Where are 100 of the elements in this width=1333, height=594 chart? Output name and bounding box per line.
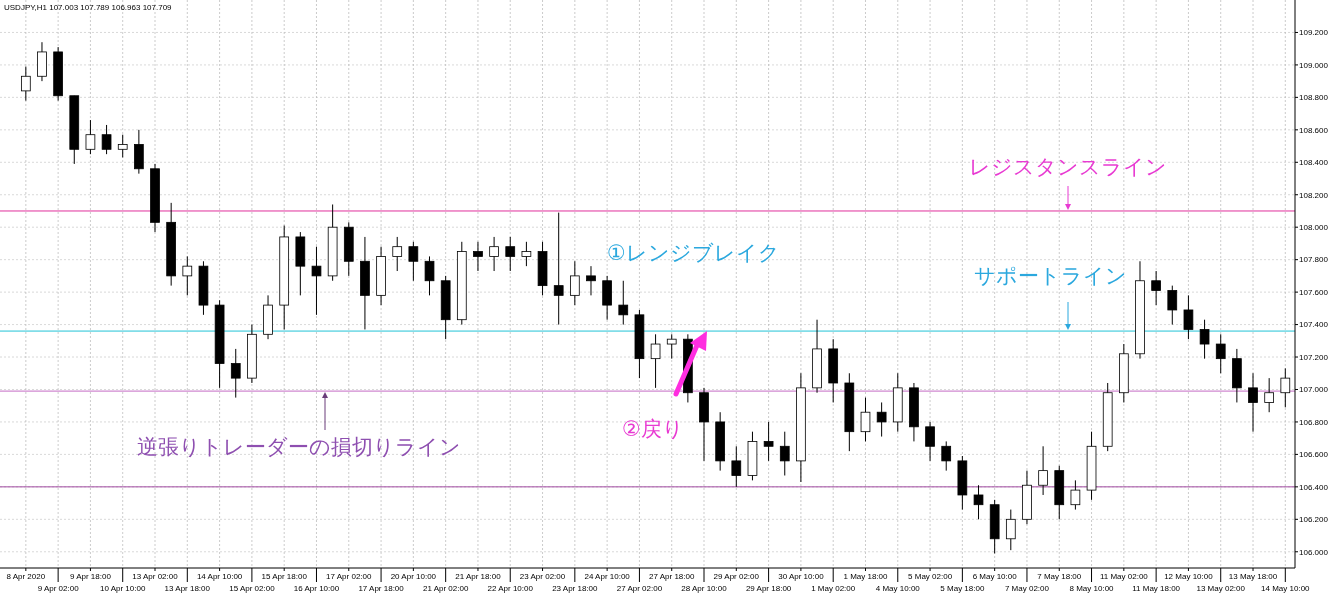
x-tick-label: 23 Apr 18:00 (552, 584, 599, 593)
candlestick (779, 431, 790, 476)
x-tick-label: 9 Apr 18:00 (69, 572, 112, 581)
x-tick-label: 20 Apr 10:00 (390, 572, 437, 581)
x-tick-label: 13 May 02:00 (1196, 584, 1246, 593)
y-tick-label: 106.600 (1299, 450, 1329, 460)
x-tick-label: 5 May 02:00 (908, 572, 953, 581)
x-tick-label: 27 Apr 18:00 (649, 572, 695, 581)
candlestick (941, 440, 952, 472)
candlestick (1151, 270, 1161, 306)
x-tick-label: 29 Apr 02:00 (713, 572, 760, 581)
y-tick-label: 107.600 (1299, 287, 1329, 297)
candlestick (230, 348, 241, 399)
y-tick-label: 107.200 (1299, 352, 1329, 362)
candlestick (925, 421, 935, 462)
x-tick-label: 11 May 02:00 (1099, 572, 1149, 581)
candlestick (586, 265, 596, 296)
x-tick-label: 29 Apr 18:00 (745, 584, 792, 593)
x-tick-label: 16 Apr 10:00 (293, 584, 340, 593)
x-tick-label: 7 May 18:00 (1037, 572, 1082, 581)
candlestick (311, 246, 322, 316)
candlestick (1199, 319, 1210, 360)
y-tick-label: 107.400 (1299, 320, 1329, 330)
x-tick-label: 15 Apr 02:00 (229, 584, 276, 593)
candlestick (1038, 445, 1048, 496)
candlestick (1183, 294, 1194, 340)
x-tick-label: 17 Apr 02:00 (326, 572, 373, 581)
candlestick (408, 241, 419, 282)
candlestick (117, 134, 128, 158)
y-tick-label: 108.800 (1299, 93, 1329, 103)
x-tick-label: 28 Apr 10:00 (681, 584, 728, 593)
x-tick-label: 8 May 10:00 (1069, 584, 1115, 593)
x-tick-label: 24 Apr 10:00 (584, 572, 631, 581)
candlestick (1070, 479, 1081, 511)
x-tick-label: 13 Apr 02:00 (132, 572, 179, 581)
y-tick-label: 108.000 (1299, 223, 1329, 232)
y-tick-label: 108.600 (1299, 125, 1329, 135)
candlestick (182, 255, 193, 296)
candlestick (1248, 372, 1258, 433)
x-tick-label: 21 Apr 18:00 (455, 572, 502, 581)
x-tick-label: 1 May 02:00 (811, 584, 856, 593)
y-tick-label: 107.800 (1299, 255, 1329, 265)
candlestick (973, 484, 984, 520)
x-tick-label: 7 May 02:00 (1004, 584, 1050, 593)
x-tick-label: 10 Apr 10:00 (100, 584, 146, 593)
y-tick-label: 109.200 (1299, 28, 1329, 38)
x-tick-label: 14 May 10:00 (1261, 584, 1311, 593)
y-tick-label: 106.000 (1299, 547, 1329, 557)
candlestick (666, 333, 677, 360)
chart-title: USDJPY,H1 107.003 107.789 106.963 107.709 (4, 3, 173, 12)
candlestick (489, 236, 499, 272)
candlestick (101, 124, 112, 155)
x-tick-label: 4 May 10:00 (875, 584, 921, 593)
candlestick (21, 66, 31, 102)
x-tick-label: 22 Apr 10:00 (487, 584, 534, 593)
candlestick (876, 401, 887, 438)
y-tick-label: 108.400 (1299, 158, 1329, 168)
x-tick-label: 27 Apr 02:00 (616, 584, 663, 593)
x-tick-label: 14 Apr 10:00 (196, 572, 243, 581)
candlestick (473, 241, 483, 272)
candlestick (424, 255, 435, 296)
candlestick (1264, 377, 1274, 413)
y-tick-label: 107.000 (1299, 385, 1329, 395)
x-tick-label: 15 Apr 18:00 (261, 572, 308, 581)
x-tick-label: 11 May 18:00 (1132, 584, 1181, 593)
annotation: 逆張りトレーダーの損切りライン (137, 435, 461, 459)
candlestick (1167, 285, 1178, 326)
annotation: レジスタンスライン (969, 155, 1167, 179)
x-tick-label: 9 Apr 02:00 (37, 584, 80, 593)
x-tick-label: 13 May 18:00 (1228, 572, 1278, 581)
x-tick-label: 30 Apr 10:00 (778, 572, 825, 581)
candlestick (860, 397, 871, 442)
y-tick-label: 106.800 (1299, 417, 1329, 427)
candlestick (521, 241, 532, 267)
candlestick (618, 280, 629, 326)
x-tick-label: 1 May 18:00 (843, 572, 889, 581)
x-tick-label: 21 Apr 02:00 (422, 584, 469, 593)
candlestick (392, 236, 403, 272)
x-tick-label: 12 May 10:00 (1164, 572, 1214, 581)
candlestick (85, 119, 96, 155)
candlestick (1215, 333, 1226, 374)
x-tick-label: 8 Apr 2020 (6, 572, 46, 581)
candlestick (650, 333, 661, 389)
y-tick-label: 108.200 (1299, 190, 1329, 200)
candlestick (1005, 509, 1016, 551)
candlestick (505, 236, 516, 272)
annotation: サポートライン (973, 264, 1127, 288)
x-tick-label: 6 May 10:00 (972, 572, 1018, 581)
annotation: ②戻り (622, 417, 684, 441)
candlestick (1280, 367, 1291, 408)
candlestick (553, 212, 564, 326)
annotation: ①レンジブレイク (607, 241, 780, 265)
candlestick (731, 445, 742, 488)
x-tick-label: 5 May 18:00 (940, 584, 985, 593)
candlestick (570, 260, 580, 306)
x-tick-label: 23 Apr 02:00 (519, 572, 566, 581)
y-tick-label: 109.000 (1299, 60, 1329, 70)
y-tick-label: 106.400 (1299, 482, 1329, 492)
y-tick-label: 106.200 (1299, 515, 1329, 525)
x-tick-label: 13 Apr 18:00 (164, 584, 211, 593)
